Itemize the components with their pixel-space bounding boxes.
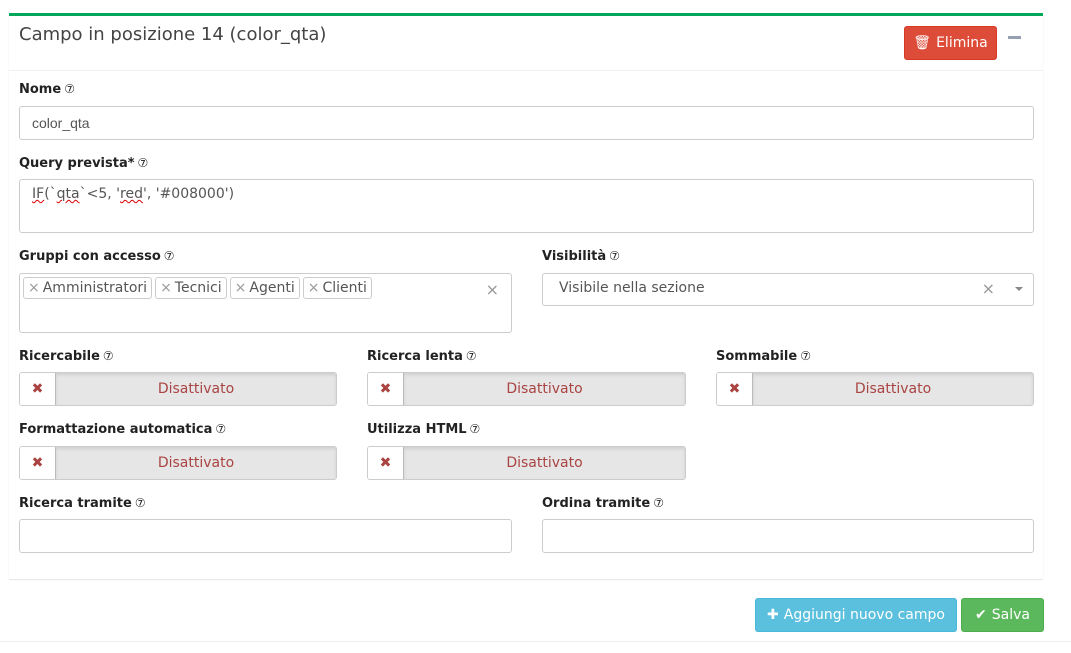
remove-icon: × [28, 280, 40, 296]
gruppi-multiselect[interactable]: × Amministratori × Tecnici × Agenti × Clienti × [19, 273, 512, 333]
ricerca-tramite-input[interactable] [19, 519, 512, 553]
remove-icon: × [307, 280, 320, 296]
help-icon: ⑦ [465, 349, 477, 363]
x-icon: ✖ [717, 373, 753, 405]
tag[interactable]: × Agenti [229, 277, 300, 299]
footer-divider [0, 641, 1071, 642]
sommabile-toggle[interactable]: ✖ Disattivato [716, 372, 1034, 406]
gruppi-label: Gruppi con accesso ⑦ [19, 249, 175, 264]
trash-icon: 🗑 [913, 35, 932, 51]
ordina-tramite-label: Ordina tramite ⑦ [542, 496, 664, 511]
help-icon: ⑦ [163, 249, 175, 263]
panel-title: Campo in posizione 14 (color_qta) [19, 24, 327, 45]
remove-icon: × [160, 280, 172, 296]
check-icon: ✔ [975, 607, 987, 623]
tag[interactable]: × Clienti [302, 277, 372, 299]
visibilita-label: Visibilità ⑦ [542, 249, 620, 264]
toggle-label: Sommabile ⑦ [716, 349, 811, 364]
nome-label: Nome ⑦ [19, 82, 75, 97]
help-icon: ⑦ [215, 422, 227, 436]
chevron-down-icon [1015, 287, 1023, 295]
help-icon: ⑦ [102, 349, 114, 363]
ricerca-tramite-label: Ricerca tramite ⑦ [19, 496, 146, 511]
toggle-label: Ricerca lenta ⑦ [367, 349, 477, 364]
collapse-minus-icon[interactable] [1008, 36, 1021, 39]
x-icon: ✖ [368, 373, 404, 405]
clear-icon[interactable]: × [485, 280, 499, 299]
toggle-label: Formattazione automatica ⑦ [19, 422, 227, 437]
toggle-label: Utilizza HTML ⑦ [367, 422, 481, 437]
tag[interactable]: × Tecnici [155, 277, 227, 299]
formattazione-toggle[interactable]: ✖ Disattivato [19, 446, 337, 480]
help-icon: ⑦ [653, 496, 664, 510]
help-icon: ⑦ [469, 422, 481, 436]
help-icon: ⑦ [64, 82, 75, 96]
query-textarea[interactable]: IF(`qta`<5, 'red', '#008000') [19, 179, 1034, 233]
nome-input[interactable] [19, 106, 1034, 140]
ricerca-lenta-toggle[interactable]: ✖ Disattivato [367, 372, 686, 406]
query-label: Query prevista* ⑦ [19, 156, 149, 171]
html-toggle[interactable]: ✖ Disattivato [367, 446, 686, 480]
clear-icon[interactable]: × [981, 279, 995, 298]
ricercabile-toggle[interactable]: ✖ Disattivato [19, 372, 337, 406]
help-icon: ⑦ [609, 249, 620, 263]
delete-button[interactable]: 🗑 Elimina [904, 26, 997, 60]
help-icon: ⑦ [800, 349, 811, 363]
x-icon: ✖ [20, 373, 56, 405]
plus-icon: ✚ [767, 607, 779, 623]
help-icon: ⑦ [134, 496, 146, 510]
add-field-button[interactable]: ✚ Aggiungi nuovo campo [755, 598, 957, 632]
visibilita-select[interactable]: Visibile nella sezione × [542, 273, 1034, 306]
toggle-label: Ricercabile ⑦ [19, 349, 114, 364]
remove-icon: × [234, 280, 247, 296]
x-icon: ✖ [368, 447, 404, 479]
x-icon: ✖ [20, 447, 56, 479]
tag[interactable]: × Amministratori [23, 277, 153, 299]
header-divider [9, 70, 1043, 71]
save-button[interactable]: ✔ Salva [961, 598, 1044, 632]
ordina-tramite-input[interactable] [542, 519, 1034, 553]
help-icon: ⑦ [137, 156, 149, 170]
